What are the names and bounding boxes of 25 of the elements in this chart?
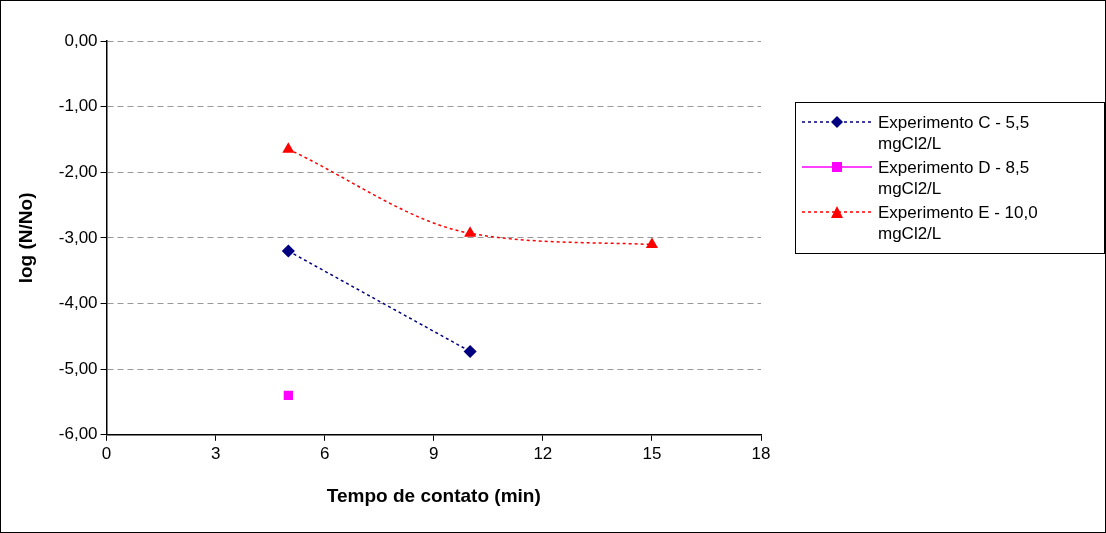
x-tick-label: 18 xyxy=(751,443,771,463)
legend-label: Experimento C - 5,5 mgCl2/L xyxy=(878,112,1031,154)
point xyxy=(463,345,477,358)
x-tick-label: 15 xyxy=(642,443,662,463)
legend-label: Experimento E - 10,0 mgCl2/L xyxy=(878,202,1039,244)
y-tick-label: 0,00 xyxy=(64,30,98,50)
y-tick-label: -1,00 xyxy=(58,96,98,116)
point xyxy=(282,244,295,258)
x-tick-label: 3 xyxy=(210,443,221,463)
x-axis-title: Tempo de contato (min) xyxy=(326,484,541,506)
y-tick-label: -4,00 xyxy=(58,293,98,313)
point xyxy=(282,143,294,153)
x-tick-label: 0 xyxy=(101,443,112,463)
y-tick-label: -3,00 xyxy=(58,227,98,247)
x-tick-label: 9 xyxy=(429,443,439,463)
x-tick-label: 12 xyxy=(533,443,553,463)
point xyxy=(646,238,658,248)
legend-label: Experimento D - 8,5 mgCl2/L xyxy=(878,157,1031,199)
point xyxy=(283,390,293,401)
y-tick-label: -5,00 xyxy=(58,358,98,378)
y-tick-label: -6,00 xyxy=(58,424,98,444)
point xyxy=(464,227,476,237)
x-tick-label: 6 xyxy=(319,443,330,463)
y-tick-label: -2,00 xyxy=(58,161,98,181)
y-axis-title: log (N/No) xyxy=(14,192,36,284)
